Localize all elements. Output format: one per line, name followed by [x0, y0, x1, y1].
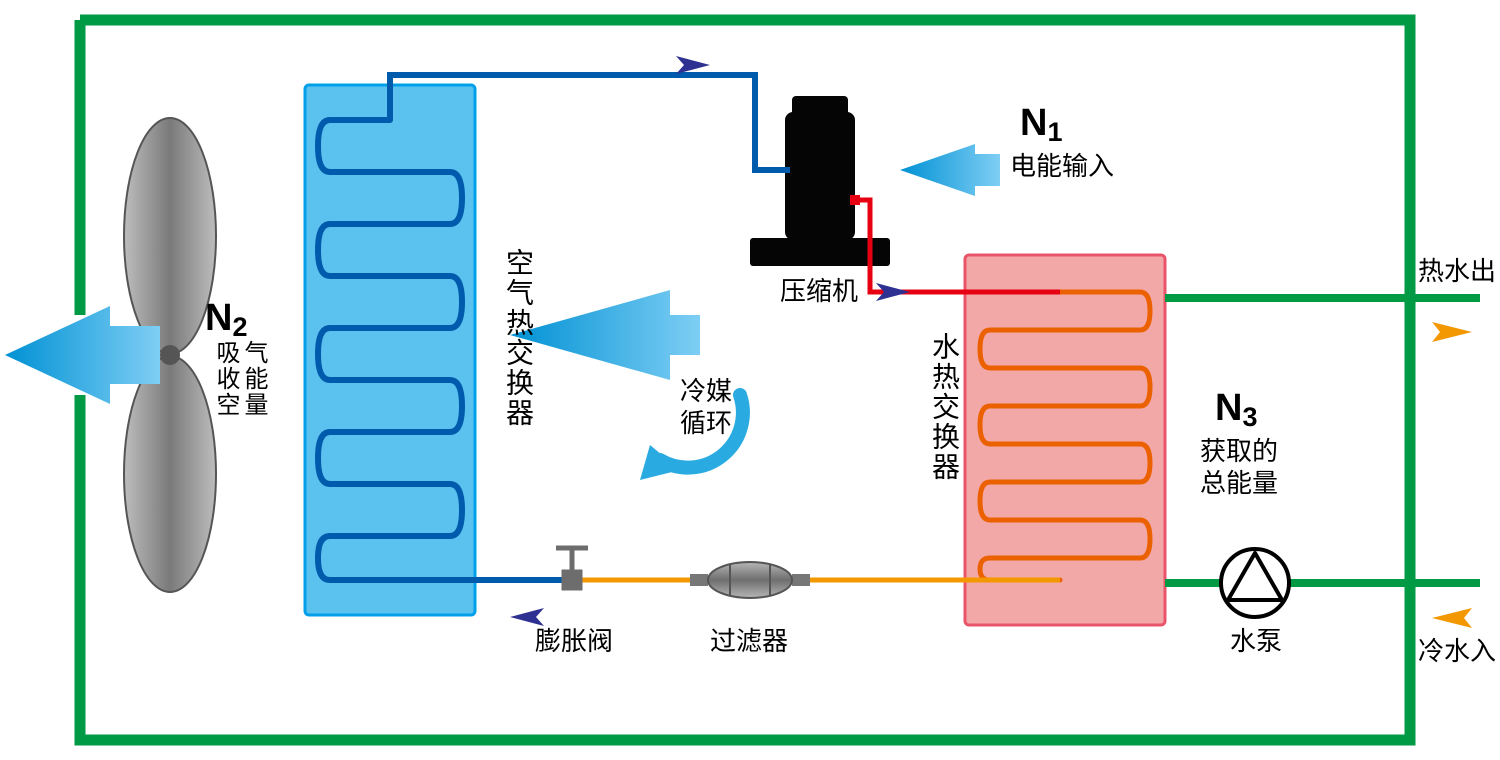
filter-icon	[690, 562, 810, 598]
cycle-label-2: 循环	[680, 408, 732, 438]
n1-sub-label: 电能输入	[1010, 151, 1114, 181]
cold-in-label: 冷水入	[1418, 636, 1496, 666]
water-exchanger-label: 水热交换器	[924, 332, 964, 482]
hot-out-arrow-icon	[1432, 322, 1472, 342]
pump-label: 水泵	[1230, 626, 1282, 656]
air-exchanger-label: 空气热交换器	[498, 248, 538, 428]
filter-label: 过滤器	[710, 626, 788, 656]
n1-label: N1	[1020, 102, 1062, 147]
n3-sub1-label: 获取的	[1200, 436, 1278, 466]
water-exchanger-block	[965, 255, 1165, 625]
pipe-arrow-top-icon	[676, 56, 710, 74]
air-out-arrow-icon	[5, 306, 160, 404]
compressor-label: 压缩机	[780, 276, 858, 306]
pump-icon	[1221, 549, 1289, 617]
n2-label: N2	[205, 297, 247, 342]
n3-sub2-label: 总能量	[1200, 468, 1278, 498]
hot-out-label: 热水出	[1418, 256, 1496, 286]
pipe-arrow-exp-icon	[510, 608, 544, 626]
air-flow-arrow-icon	[510, 290, 700, 380]
n2-sub-col2: 气能量	[236, 340, 271, 418]
n3-label: N3	[1215, 387, 1257, 432]
electric-in-arrow-icon	[900, 144, 1000, 196]
cold-in-arrow-icon	[1432, 608, 1472, 628]
expansion-valve-label: 膨胀阀	[535, 626, 613, 656]
cycle-label-1: 冷媒	[680, 376, 732, 406]
red-pipe-joint	[850, 195, 860, 205]
